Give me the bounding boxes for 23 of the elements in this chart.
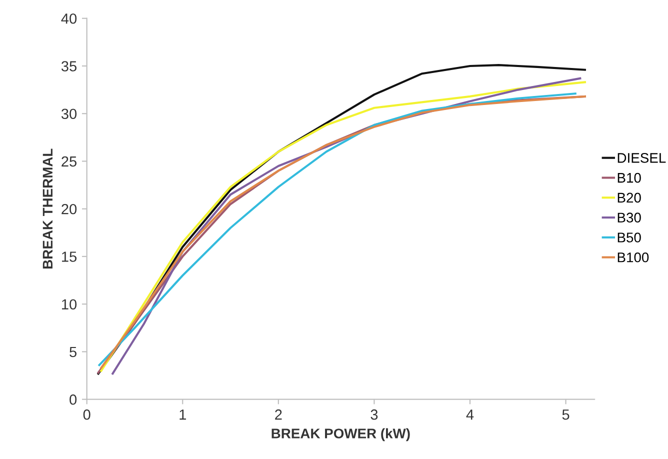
y-tick-label: 15 [62, 252, 77, 262]
legend-label: B50 [618, 232, 641, 242]
y-tick-label: 0 [70, 394, 77, 405]
legend-label: B100 [618, 252, 649, 262]
x-tick-label: 2 [275, 409, 282, 420]
x-tick-label: 1 [180, 410, 186, 420]
y-axis-title: BREAK THERMAL [42, 148, 52, 268]
y-tick-label: 25 [62, 156, 77, 167]
x-tick-label: 5 [562, 410, 570, 420]
legend-label: B30 [618, 212, 641, 223]
legend-label: B20 [618, 192, 641, 203]
y-tick-label: 30 [61, 108, 77, 120]
legend-label: DIESEL [618, 153, 666, 163]
x-axis-title: BREAK POWER (kW) [272, 428, 410, 442]
x-tick-label: 3 [370, 409, 378, 420]
y-tick-label: 35 [61, 61, 77, 72]
y-tick-label: 5 [70, 346, 77, 358]
x-tick-label: 0 [83, 409, 90, 420]
y-tick-label: 10 [62, 299, 77, 310]
y-tick-label: 20 [62, 204, 77, 214]
y-tick-label: 40 [61, 13, 77, 24]
x-tick-label: 4 [466, 410, 474, 420]
legend-label: B10 [618, 172, 641, 183]
